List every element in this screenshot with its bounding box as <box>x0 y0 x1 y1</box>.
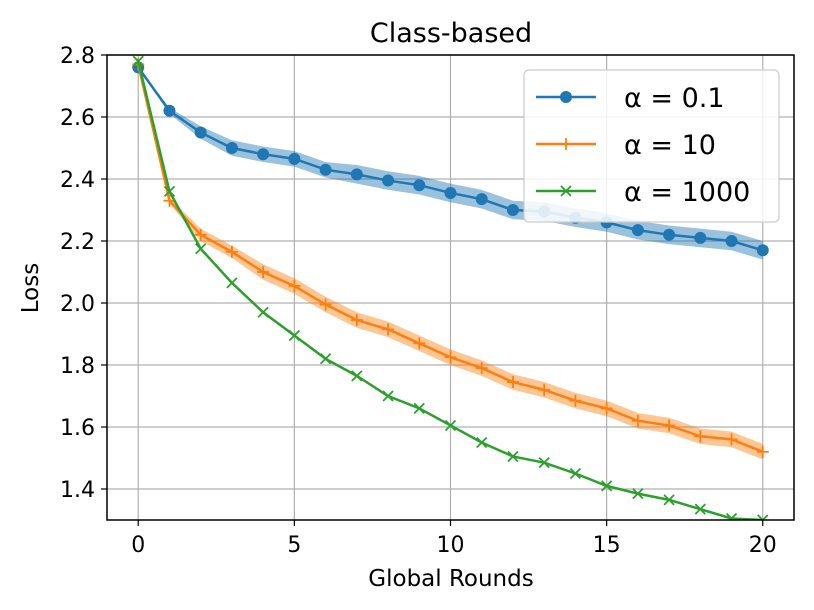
legend-box <box>523 69 780 223</box>
point-series-0 <box>663 228 676 241</box>
x-axis-ticks: 0 5 10 15 20 <box>131 520 777 558</box>
legend-marker-1 <box>560 138 572 150</box>
y-tick-label: 2.6 <box>60 106 95 131</box>
point-series-1 <box>444 351 457 364</box>
point-series-2 <box>195 243 207 255</box>
point-series-0 <box>194 126 207 139</box>
y-axis-label: Loss <box>18 263 44 313</box>
chart-title: Class-based <box>370 18 532 49</box>
point-series-2 <box>351 370 363 382</box>
point-series-2 <box>725 512 738 520</box>
point-series-2 <box>288 329 301 342</box>
x-tick-label: 15 <box>593 533 621 558</box>
point-series-1 <box>257 266 270 278</box>
point-series-1 <box>382 323 395 336</box>
x-axis-label: Global Rounds <box>368 566 533 592</box>
point-series-2 <box>600 480 613 492</box>
point-series-2 <box>444 419 457 432</box>
point-series-0 <box>350 168 363 181</box>
y-tick-label: 2.8 <box>60 44 95 69</box>
point-series-1 <box>350 314 363 327</box>
point-series-0 <box>725 235 738 247</box>
point-series-1 <box>756 445 769 458</box>
point-series-1 <box>694 430 707 443</box>
point-series-2 <box>319 353 332 365</box>
point-series-2 <box>538 457 550 469</box>
point-series-1 <box>600 402 613 415</box>
point-series-0 <box>382 174 395 187</box>
point-series-1 <box>506 376 519 389</box>
point-series-1 <box>631 414 644 427</box>
legend: α = 0.1 α = 10 α = 1000 <box>523 69 780 223</box>
point-series-0 <box>225 142 238 154</box>
point-series-2 <box>226 277 238 289</box>
legend-label-0: α = 0.1 <box>624 83 725 114</box>
point-series-2 <box>382 390 394 402</box>
point-series-0 <box>756 244 769 257</box>
y-tick-label: 1.8 <box>60 354 95 379</box>
series-group <box>132 55 769 520</box>
x-tick-label: 5 <box>287 533 301 558</box>
legend-label-2: α = 1000 <box>624 177 750 208</box>
point-series-1 <box>663 419 676 432</box>
y-tick-label: 1.6 <box>60 416 95 441</box>
point-series-0 <box>288 152 301 165</box>
x-tick-label: 0 <box>131 533 145 558</box>
point-series-1 <box>725 433 738 446</box>
point-series-1 <box>288 279 301 292</box>
legend-label-1: α = 10 <box>624 130 716 161</box>
point-series-2 <box>632 488 644 500</box>
point-series-1 <box>319 298 332 311</box>
legend-marker-0 <box>560 91 572 103</box>
point-series-2 <box>476 436 488 449</box>
point-series-2 <box>507 450 519 463</box>
point-series-0 <box>413 179 426 192</box>
x-tick-label: 20 <box>749 533 777 558</box>
point-series-1 <box>194 228 207 241</box>
point-series-2 <box>163 185 176 198</box>
point-series-1 <box>538 383 551 396</box>
point-series-1 <box>225 245 238 258</box>
point-series-2 <box>757 514 769 520</box>
y-tick-label: 1.4 <box>60 478 95 503</box>
point-series-2 <box>413 402 425 415</box>
point-series-0 <box>506 204 519 216</box>
point-series-1 <box>475 362 488 375</box>
point-series-0 <box>475 193 488 206</box>
point-series-0 <box>631 224 644 237</box>
point-series-0 <box>444 186 457 199</box>
y-tick-label: 2.4 <box>60 168 95 193</box>
y-axis-ticks: 1.4 1.6 1.8 2.0 2.2 2.4 2.6 2.8 <box>60 44 107 503</box>
legend-marker-2 <box>560 185 572 197</box>
x-tick-label: 10 <box>437 533 465 558</box>
point-series-2 <box>132 55 144 67</box>
point-series-2 <box>694 503 706 515</box>
point-series-0 <box>257 148 270 161</box>
point-series-0 <box>163 104 176 117</box>
y-tick-label: 2.0 <box>60 292 95 317</box>
point-series-2 <box>663 494 675 506</box>
y-tick-label: 2.2 <box>60 230 95 255</box>
point-series-0 <box>694 231 707 244</box>
point-series-0 <box>319 163 332 176</box>
point-series-1 <box>413 337 426 350</box>
point-series-2 <box>257 306 269 318</box>
point-series-1 <box>569 394 582 407</box>
point-series-2 <box>569 467 582 480</box>
